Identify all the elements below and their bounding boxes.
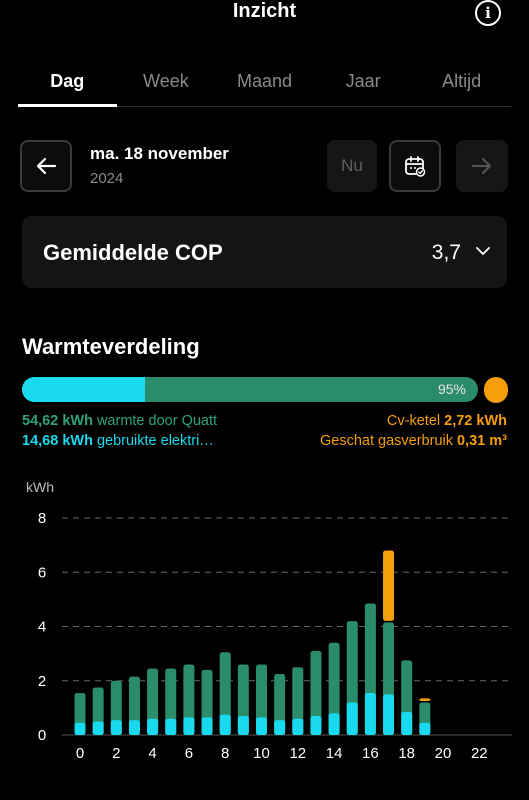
cop-label: Gemiddelde COP	[43, 240, 223, 265]
bar-electric	[364, 692, 376, 735]
bar-electric	[237, 716, 249, 735]
y-tick-label: 4	[38, 619, 46, 636]
bar-heat	[310, 650, 322, 735]
previous-day-button[interactable]	[20, 140, 72, 192]
arrow-right-icon	[472, 158, 491, 174]
calendar-icon	[405, 156, 426, 177]
cop-value: 3,7	[431, 241, 461, 264]
x-tick-label: 2	[112, 745, 120, 762]
now-button-label: Nu	[341, 156, 363, 175]
selected-date: ma. 18 november	[90, 144, 229, 163]
legend-boiler: Cv-ketel 2,72 kWh	[387, 413, 507, 429]
boiler-value: 2,72 kWh	[444, 413, 507, 429]
x-tick-label: 6	[185, 745, 193, 762]
bar-boiler	[419, 698, 431, 701]
bar-heat	[165, 668, 177, 735]
tab-jaar[interactable]: Jaar	[345, 71, 381, 91]
bar-electric	[310, 716, 322, 735]
x-tick-label: 12	[289, 745, 306, 762]
now-button[interactable]: Nu	[327, 140, 377, 192]
bar-electric	[128, 720, 140, 735]
arrow-left-icon	[36, 157, 57, 175]
gas-value: 0,31 m³	[457, 433, 507, 449]
bar-electric	[147, 718, 159, 735]
bar-electric	[110, 720, 122, 735]
electricity-text: gebruikte elektri…	[92, 433, 214, 449]
bar-electric	[183, 717, 195, 735]
bar-electric	[292, 718, 304, 735]
boiler-share-indicator	[484, 377, 508, 403]
quatt-heat-value: 54,62 kWh	[22, 413, 93, 429]
selected-year: 2024	[90, 170, 124, 187]
y-axis-unit: kWh	[26, 479, 54, 495]
x-tick-label: 0	[76, 745, 84, 762]
x-tick-label: 14	[326, 745, 343, 762]
bar-electric	[165, 718, 177, 735]
chevron-down-icon	[476, 247, 490, 255]
tab-maand[interactable]: Maand	[236, 71, 292, 91]
bar-heat	[274, 673, 286, 735]
y-tick-label: 6	[38, 564, 46, 581]
x-tick-label: 22	[471, 745, 488, 762]
heatpump-percentage: 95%	[437, 381, 466, 397]
tab-altijd[interactable]: Altijd	[442, 71, 482, 91]
period-tabs: Dag Week Maand Jaar Altijd	[18, 60, 511, 107]
bar-electric	[328, 713, 340, 735]
boiler-text: Cv-ketel	[386, 413, 445, 429]
y-tick-label: 2	[38, 673, 46, 690]
bar-heat	[292, 667, 304, 735]
heat-distribution-title: Warmteverdeling	[22, 334, 200, 359]
page-title: Inzicht	[232, 0, 297, 22]
x-tick-label: 18	[398, 745, 415, 762]
hourly-energy-chart: kWh 0 2 4 6 8 0 2 4 6 8 10 12 14 16 18 20 22	[26, 479, 512, 762]
bar-electric	[219, 714, 231, 735]
legend-electricity: 14,68 kWh gebruikte elektri…	[22, 433, 214, 449]
bar-electric	[346, 702, 358, 735]
y-tick-label: 0	[38, 727, 46, 744]
quatt-heat-text: warmte door Quatt	[92, 413, 218, 429]
date-navigation: ma. 18 november 2024 Nu	[20, 140, 509, 194]
x-tick-label: 16	[362, 745, 379, 762]
gas-text: Geschat gasverbruik	[320, 433, 458, 449]
bar-electric	[74, 722, 86, 735]
bar-electric	[92, 721, 104, 735]
x-tick-label: 20	[435, 745, 452, 762]
bar-heat	[147, 668, 159, 735]
y-tick-label: 8	[38, 510, 46, 527]
bar-heat	[219, 652, 231, 735]
bar-electric	[419, 722, 431, 735]
bar-electric	[201, 717, 213, 735]
heat-distribution-bar: 95%	[22, 377, 478, 402]
electric-share-fill	[22, 377, 146, 402]
bar-electric	[401, 711, 413, 735]
x-tick-label: 10	[253, 745, 270, 762]
info-icon[interactable]: i	[475, 0, 501, 26]
tab-week[interactable]: Week	[143, 71, 189, 91]
average-cop-card[interactable]: Gemiddelde COP 3,7	[22, 216, 507, 288]
electricity-value: 14,68 kWh	[22, 433, 93, 449]
legend-quatt-heat: 54,62 kWh warmte door Quatt	[22, 413, 217, 429]
x-tick-label: 8	[221, 745, 229, 762]
bar-electric	[274, 720, 286, 735]
bar-boiler	[383, 550, 395, 621]
bar-heat	[328, 642, 340, 735]
legend-gas: Geschat gasverbruik 0,31 m³	[320, 433, 507, 449]
bar-electric	[256, 717, 267, 735]
tab-dag[interactable]: Dag	[18, 60, 117, 107]
x-tick-label: 4	[148, 745, 156, 762]
calendar-button[interactable]	[389, 140, 441, 192]
bar-electric	[383, 694, 395, 735]
header: Inzicht i	[0, 0, 529, 30]
next-day-button[interactable]	[456, 140, 508, 192]
info-icon-glyph: i	[485, 4, 491, 22]
